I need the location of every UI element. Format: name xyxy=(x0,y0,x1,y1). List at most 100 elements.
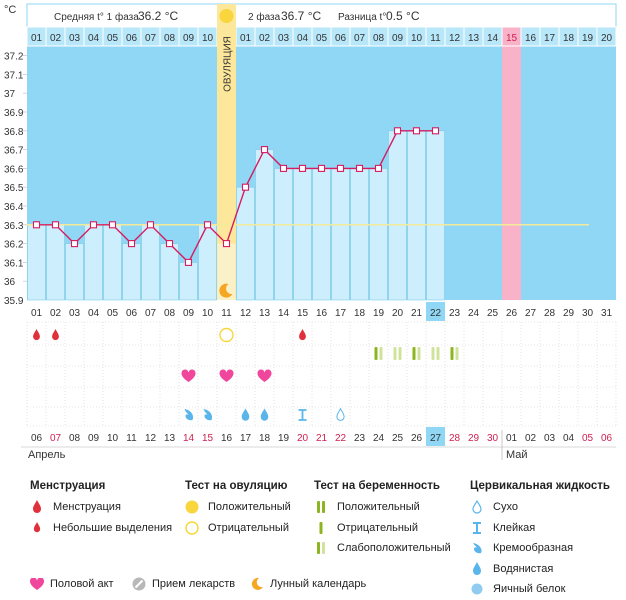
bottom-day-number: 13 xyxy=(259,308,271,319)
temperature-point xyxy=(317,164,326,172)
bottom-day-number: 16 xyxy=(316,308,328,319)
bottom-day-number: 22 xyxy=(430,308,442,319)
top-day-number: 04 xyxy=(88,33,100,44)
bottom-day-number: 28 xyxy=(544,308,556,319)
temperature-bar xyxy=(426,130,445,301)
temperature-point xyxy=(184,258,193,266)
calendar-date: 23 xyxy=(354,433,366,444)
legend-watery-item: Водянистая xyxy=(470,559,610,580)
pregnancy-test-bar xyxy=(431,347,435,360)
pregnancy-test-bar xyxy=(374,347,378,360)
top-day-number: 02 xyxy=(50,33,62,44)
bottom-day-number: 09 xyxy=(183,308,195,319)
intercourse-heart xyxy=(219,369,234,382)
temperature-bar xyxy=(65,243,84,301)
pregnancy-test-bar xyxy=(450,347,454,360)
calendar-date: 30 xyxy=(487,433,499,444)
temperature-point xyxy=(431,127,440,135)
double-bar-icon xyxy=(314,499,328,515)
legend-spotting-label: Небольшие выделения xyxy=(53,521,173,534)
legend-moon-label: Лунный календарь xyxy=(270,578,367,590)
bottom-day-number: 02 xyxy=(50,308,62,319)
yellow-circle-icon xyxy=(185,499,199,515)
intercourse-heart xyxy=(181,369,196,382)
temperature-bar xyxy=(103,224,122,301)
phase2-label: 2 фаза xyxy=(248,11,281,23)
legend-pregnancy-test: Тест на беременность Положительный Отриц… xyxy=(314,480,451,559)
legend-creamy-label: Кремообразная xyxy=(493,542,574,555)
temperature-point xyxy=(355,164,364,172)
top-day-number: 11 xyxy=(430,33,441,44)
bottom-day-number: 30 xyxy=(582,308,594,319)
top-day-number: 01 xyxy=(31,33,43,44)
bottom-day-number: 14 xyxy=(278,308,290,319)
temperature-bar xyxy=(141,224,160,301)
legend-menstruation-title: Менструация xyxy=(30,480,106,492)
legend-pregnancy-weak-label: Слабоположительный xyxy=(337,542,451,555)
legend-pregnancy-negative-item: Отрицательный xyxy=(314,518,451,539)
bottom-day-number: 19 xyxy=(373,308,385,319)
temperature-point xyxy=(108,221,117,229)
bottom-day-number: 03 xyxy=(69,308,81,319)
temperature-bar xyxy=(388,130,407,301)
temperature-point xyxy=(241,183,250,191)
top-day-number: 10 xyxy=(202,33,214,44)
calendar-date: 05 xyxy=(582,433,594,444)
temperature-bar xyxy=(293,168,312,301)
temperature-point xyxy=(412,127,421,135)
calendar-date: 01 xyxy=(506,433,518,444)
top-day-number: 10 xyxy=(411,33,423,44)
temperature-bar xyxy=(312,168,331,301)
cervical-creamy xyxy=(203,409,213,421)
menstruation-drop xyxy=(52,329,59,341)
top-day-number: 08 xyxy=(164,33,176,44)
moon-icon xyxy=(250,576,264,592)
calendar-date: 04 xyxy=(563,433,575,444)
temperature-bar xyxy=(179,262,198,301)
bottom-day-number: 05 xyxy=(107,308,119,319)
calendar-date: 13 xyxy=(164,433,176,444)
y-axis-tick: 36.9 xyxy=(4,108,24,119)
calendar-date: 29 xyxy=(468,433,480,444)
bottom-day-number: 12 xyxy=(240,308,252,319)
top-day-number: 06 xyxy=(126,33,138,44)
top-day-number: 20 xyxy=(601,33,613,44)
diff-value: 0.5 °C xyxy=(386,9,420,23)
calendar-date: 25 xyxy=(392,433,404,444)
ovulation-positive-marker xyxy=(219,9,234,23)
top-day-number: 09 xyxy=(392,33,404,44)
calendar-date: 28 xyxy=(449,433,461,444)
creamy-icon xyxy=(470,540,484,556)
calendar-date: 21 xyxy=(316,433,328,444)
bottom-day-number: 06 xyxy=(126,308,138,319)
temperature-point xyxy=(374,164,383,172)
dry-drop-icon xyxy=(470,499,484,515)
calendar-date: 09 xyxy=(88,433,100,444)
calendar-date: 17 xyxy=(240,433,252,444)
y-axis-tick: 36.4 xyxy=(4,202,24,213)
pregnancy-test-bar xyxy=(398,347,402,360)
top-day-number: 16 xyxy=(525,33,537,44)
top-day-number: 09 xyxy=(183,33,195,44)
temperature-bar xyxy=(350,168,369,301)
pregnancy-test-bar xyxy=(417,347,421,360)
bottom-day-number: 01 xyxy=(31,308,43,319)
top-day-number: 14 xyxy=(487,33,499,44)
legend-eggwhite-item: Яичный белок xyxy=(470,579,610,600)
temperature-point xyxy=(260,146,269,154)
legend-ovulation-negative-label: Отрицательный xyxy=(208,521,289,534)
pregnancy-test-bar xyxy=(436,347,440,360)
bottom-day-number: 31 xyxy=(601,308,613,319)
y-axis-tick: 36 xyxy=(4,277,16,288)
temperature-line xyxy=(36,130,436,264)
faint-double-bar-icon xyxy=(314,540,328,556)
today-date-cell xyxy=(426,427,445,446)
bottom-day-number: 27 xyxy=(525,308,537,319)
temperature-bar xyxy=(27,224,46,301)
bottom-day-number: 21 xyxy=(411,308,423,319)
y-axis-tick: 36.8 xyxy=(4,127,24,138)
calendar-date: 15 xyxy=(202,433,214,444)
temperature-point xyxy=(51,221,60,229)
bottom-day-number: 17 xyxy=(335,308,347,319)
single-bar-icon xyxy=(314,520,328,536)
